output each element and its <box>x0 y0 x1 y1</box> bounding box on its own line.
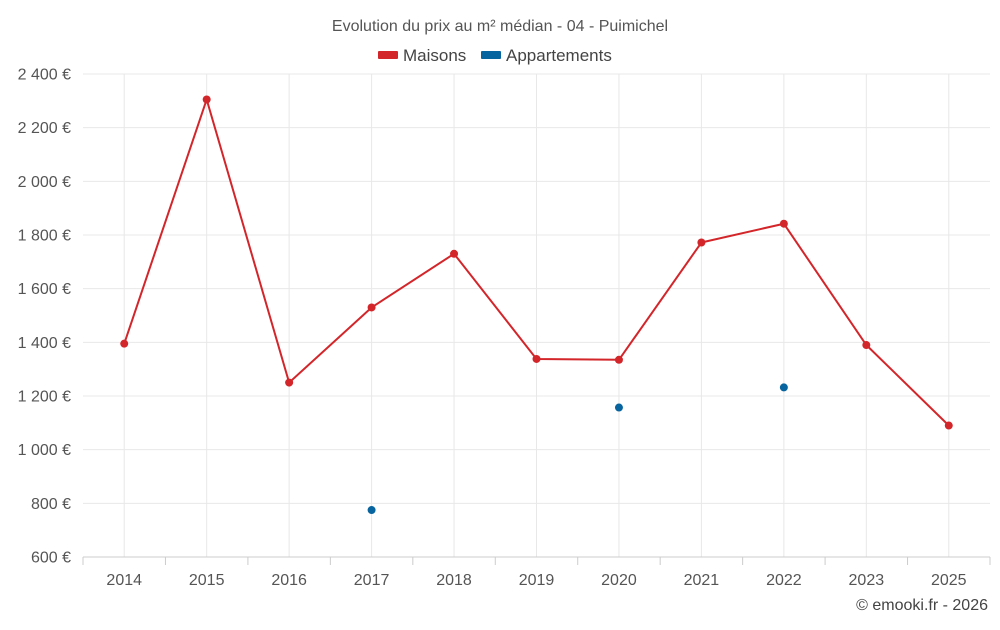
legend-item-maisons[interactable]: Maisons <box>378 46 466 65</box>
data-point-maisons-2014[interactable]: Maisons 2014: 1395 € <box>120 339 129 348</box>
data-point-maisons-2015[interactable]: Maisons 2015: 2305 € <box>202 95 211 104</box>
y-tick-label: 1 000 € <box>18 442 71 459</box>
x-tick-label: 2015 <box>189 572 225 589</box>
legend-swatch-maisons <box>378 51 398 59</box>
credit-text: © emooki.fr - 2026 <box>856 597 988 614</box>
data-point-maisons-2020[interactable]: Maisons 2020: 1335 € <box>614 355 623 364</box>
legend: Maisons Appartements <box>378 46 612 65</box>
x-tick-label: 2025 <box>931 572 967 589</box>
y-tick-label: 2 400 € <box>18 67 71 84</box>
y-tick-label: 1 600 € <box>18 281 71 298</box>
data-point-maisons-2021[interactable]: Maisons 2021: 1772 € <box>697 238 706 247</box>
x-tick-label: 2014 <box>106 572 142 589</box>
chart-title: Evolution du prix au m² médian - 04 - Pu… <box>332 18 668 35</box>
y-tick-label: 2 200 € <box>18 120 71 137</box>
data-point-appartements-2020[interactable]: Appartements 2020: 1157 € <box>614 403 623 412</box>
y-tick-label: 1 400 € <box>18 335 71 352</box>
y-tick-label: 800 € <box>31 496 71 513</box>
data-point-maisons-2025[interactable]: Maisons 2025: 1090 € <box>944 421 953 430</box>
data-point-maisons-2017[interactable]: Maisons 2017: 1530 € <box>367 303 376 312</box>
series-appartements: Appartements 2017: 775 € Appartements 202… <box>367 383 788 515</box>
x-tick-label: 2019 <box>519 572 555 589</box>
series-maisons: Maisons 2014: 1395 € Maisons 2015: 2305 €… <box>120 95 953 430</box>
y-tick-label: 2 000 € <box>18 174 71 191</box>
data-point-maisons-2022[interactable]: Maisons 2022: 1842 € <box>779 219 788 228</box>
data-point-appartements-2017[interactable]: Appartements 2017: 775 € <box>367 506 376 515</box>
data-point-maisons-2019[interactable]: Maisons 2019: 1338 € <box>532 354 541 363</box>
y-tick-label: 1 200 € <box>18 389 71 406</box>
series: Maisons 2014: 1395 € Maisons 2015: 2305 €… <box>120 95 953 515</box>
legend-swatch-appartements <box>481 51 501 59</box>
data-point-appartements-2022[interactable]: Appartements 2022: 1232 € <box>779 383 788 392</box>
legend-label-maisons: Maisons <box>403 46 466 65</box>
y-tick-label: 1 800 € <box>18 228 71 245</box>
legend-label-appartements: Appartements <box>506 46 612 65</box>
x-tick-label: 2016 <box>271 572 307 589</box>
x-tick-label: 2018 <box>436 572 472 589</box>
axes: 600 € 800 € 1 000 € 1 200 € 1 400 € 1 600 € 1 … <box>18 67 991 589</box>
x-tick-label: 2020 <box>601 572 637 589</box>
data-point-maisons-2023[interactable]: Maisons 2023: 1390 € <box>862 341 871 350</box>
gridlines <box>83 73 990 557</box>
legend-item-appartements[interactable]: Appartements <box>481 46 612 65</box>
x-tick-label: 2023 <box>849 572 885 589</box>
x-tick-label: 2021 <box>684 572 720 589</box>
data-point-maisons-2018[interactable]: Maisons 2018: 1730 € <box>450 249 459 258</box>
y-tick-label: 600 € <box>31 550 71 567</box>
x-tick-label: 2017 <box>354 572 390 589</box>
x-tick-label: 2022 <box>766 572 802 589</box>
data-point-maisons-2016[interactable]: Maisons 2016: 1250 € <box>285 378 294 387</box>
